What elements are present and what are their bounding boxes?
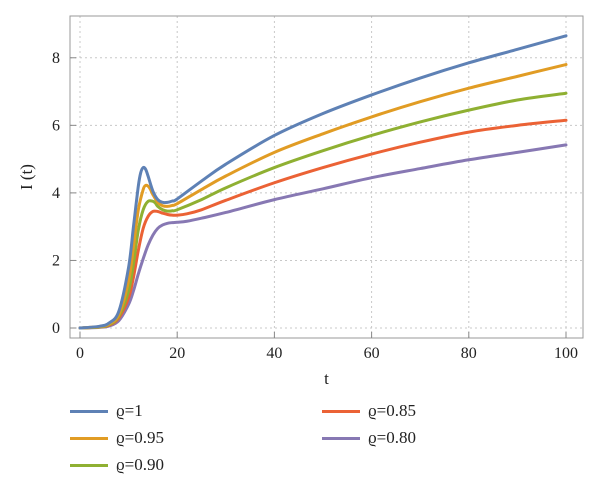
y-tick-label: 4 — [52, 185, 60, 202]
series-line-4 — [78, 118, 568, 330]
legend-item: ϱ=0.90 — [70, 454, 164, 476]
x-tick-label: 20 — [169, 345, 185, 362]
legend-item: ϱ=0.85 — [322, 400, 416, 422]
y-tick-label: 8 — [52, 50, 60, 67]
x-tick-label: 0 — [76, 345, 84, 362]
legend-item: ϱ=0.80 — [322, 427, 416, 449]
plot-frame — [69, 15, 584, 339]
x-tick-label: 100 — [554, 345, 578, 362]
line-chart: 0 20 40 60 80 100 0 2 4 6 8 t I (t) — [17, 15, 584, 388]
legend-swatch — [322, 436, 360, 440]
legend-item: ϱ=1 — [70, 400, 143, 422]
legend: ϱ=1 ϱ=0.95 ϱ=0.90 ϱ=0.85 ϱ=0.80 — [0, 395, 600, 495]
legend-swatch — [322, 409, 360, 413]
legend-label: ϱ=0.90 — [116, 455, 164, 474]
y-tick-label: 0 — [52, 320, 60, 337]
x-tick-label: 40 — [266, 345, 282, 362]
x-axis-label: t — [324, 369, 329, 388]
series-line-5 — [78, 143, 568, 330]
axis-ticks: 0 20 40 60 80 100 0 2 4 6 8 — [52, 50, 578, 362]
legend-label: ϱ=1 — [116, 401, 143, 420]
y-tick-label: 2 — [52, 252, 60, 269]
legend-swatch — [70, 463, 108, 467]
series-line-3 — [78, 91, 568, 330]
y-tick-label: 6 — [52, 117, 60, 134]
legend-label: ϱ=0.95 — [116, 428, 164, 447]
x-tick-label: 80 — [461, 345, 477, 362]
legend-swatch — [70, 409, 108, 413]
y-axis-label: I (t) — [17, 164, 36, 190]
legend-label: ϱ=0.80 — [368, 428, 416, 447]
legend-label: ϱ=0.85 — [368, 401, 416, 420]
legend-swatch — [70, 436, 108, 440]
series-line-1 — [78, 34, 568, 330]
series-line-2 — [78, 63, 568, 330]
x-tick-label: 60 — [364, 345, 380, 362]
legend-item: ϱ=0.95 — [70, 427, 164, 449]
series-lines — [78, 34, 568, 330]
